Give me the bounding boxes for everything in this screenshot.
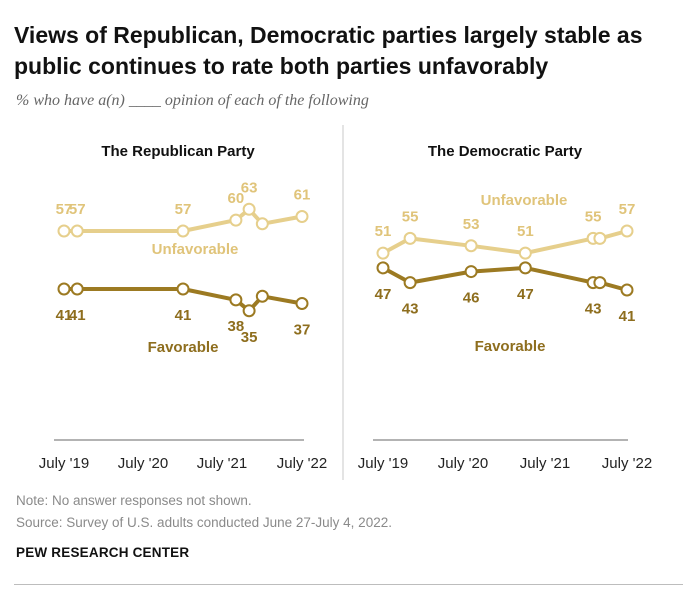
favorable-point [620,283,634,297]
unfavorable-series-label: Unfavorable [481,192,568,209]
unfavorable-point [229,213,243,227]
bottom-divider [14,584,683,585]
favorable-point [70,282,84,296]
unfavorable-point [464,239,478,253]
source-text: Source: Survey of U.S. adults conducted … [16,515,392,530]
data-label: 63 [241,179,258,196]
chart-subtitle: % who have a(n) ____ opinion of each of … [16,92,369,109]
unfavorable-point [70,224,84,238]
unfavorable-point [403,231,417,245]
data-label: 57 [619,201,636,218]
unfavorable-series-label: Unfavorable [152,241,239,258]
favorable-point [593,276,607,290]
data-label: 60 [228,190,245,207]
democratic-panel: The Democratic Party July '19 July '20 July… [358,143,652,472]
data-label: 57 [175,201,192,218]
data-label: 47 [517,286,534,303]
favorable-point [176,282,190,296]
data-label: 57 [69,201,86,218]
data-label: 47 [375,286,392,303]
panel-title: The Democratic Party [428,143,583,160]
unfavorable-point [255,217,269,231]
data-label: 43 [585,301,602,318]
unfavorable-point [593,231,607,245]
favorable-point [464,265,478,279]
chart-area: The Republican Party July '19 July '20 July… [39,125,652,480]
data-label: 55 [585,208,602,225]
data-label: 38 [228,318,245,335]
panel-title: The Republican Party [101,143,255,160]
x-tick-label: July '21 [197,455,247,472]
data-label: 57 [56,201,73,218]
data-label: 41 [175,307,192,324]
favorable-point [57,282,71,296]
unfavorable-point [518,246,532,260]
data-label: 55 [402,208,419,225]
unfavorable-point [57,224,71,238]
favorable-point [229,293,243,307]
data-label: 51 [517,223,534,240]
unfavorable-point [242,202,256,216]
data-label: 53 [463,216,480,233]
data-label: 43 [402,301,419,318]
x-tick-label: July '20 [118,455,168,472]
unfavorable-point [376,246,390,260]
x-tick-label: July '19 [358,455,408,472]
note-text: Note: No answer responses not shown. [16,493,252,508]
favorable-series-label: Favorable [148,339,219,356]
data-label: 37 [294,322,311,339]
organization-name: PEW RESEARCH CENTER [16,545,190,560]
data-label: 41 [56,307,73,324]
x-tick-label: July '22 [602,455,652,472]
republican-panel: The Republican Party July '19 July '20 July… [39,143,327,472]
data-label: 41 [619,308,636,325]
data-label: 46 [463,290,480,307]
chart-title: Views of Republican, Democratic parties … [14,22,643,79]
x-tick-label: July '19 [39,455,89,472]
x-tick-label: July '21 [520,455,570,472]
favorable-point [518,261,532,275]
unfavorable-point [176,224,190,238]
data-label: 51 [375,223,392,240]
unfavorable-point [295,210,309,223]
x-tick-label: July '22 [277,455,327,472]
data-label: 61 [294,187,311,204]
data-label: 41 [69,307,86,324]
favorable-point [295,297,309,310]
data-label: 35 [241,329,258,346]
x-tick-label: July '20 [438,455,488,472]
favorable-series-label: Favorable [475,338,546,355]
favorable-point [242,304,256,318]
favorable-point [255,289,269,303]
favorable-point [403,276,417,290]
favorable-point [376,261,390,275]
unfavorable-point [620,224,634,238]
